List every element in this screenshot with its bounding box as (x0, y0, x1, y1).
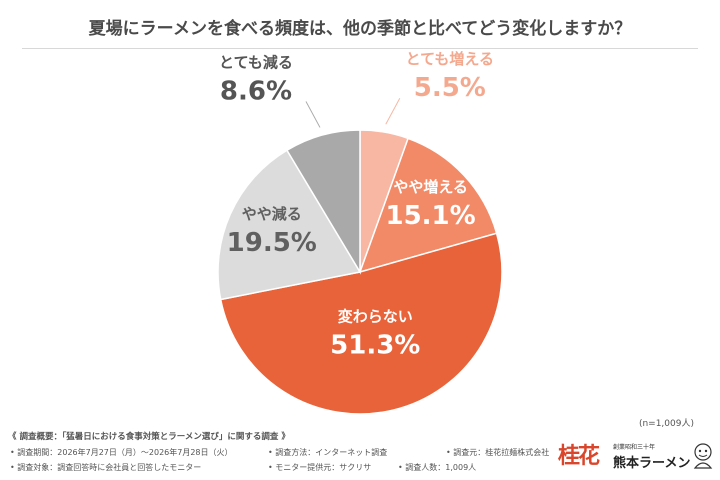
slice-label-変わらない: 変わらない (338, 308, 413, 326)
pie-slice-3 (219, 232, 503, 415)
slice-value-やや減る: 19.5% (227, 228, 317, 258)
chart-title: 夏場にラーメンを食べる頻度は、他の季節と比べてどう変化しますか？ (88, 19, 632, 39)
title-divider (22, 48, 698, 49)
survey-period: • 調査期間：2026年7月27日（月）～2026年7月28日（火） (10, 448, 233, 457)
survey-overview: 《 調査概要：「猛暑日における食事対策とラーメン選び」に関する調査 》 (8, 432, 290, 442)
brand-logo-mark: 桂花 (558, 443, 600, 469)
slice-value-変わらない: 51.3% (330, 331, 420, 361)
slice-value-とても増える: 5.5% (414, 73, 486, 103)
sample-size-note: (n=1,009人) (638, 419, 694, 429)
pie-slice-5 (285, 129, 361, 275)
slice-label-やや増える: やや増える (393, 178, 468, 196)
slice-value-とても減る: 8.6% (220, 76, 292, 106)
survey-provider: • モニター提供元：サクリサ (268, 463, 372, 472)
survey-count: • 調査人数：1,009人 (398, 463, 477, 472)
slice-value-やや増える: 15.1% (385, 201, 475, 231)
brand-tagline: 創業昭和三十年 (613, 444, 656, 451)
survey-target: • 調査対象：調査回答時に会社員と回答したモニター (10, 463, 202, 472)
leader-line-5 (305, 101, 321, 128)
slice-label-やや減る: やや減る (242, 205, 302, 223)
pie-slice-4 (217, 149, 362, 301)
mascot-icon (693, 443, 713, 469)
slice-label-とても増える: とても増える (406, 50, 494, 68)
leader-line-1 (385, 97, 401, 125)
slice-label-とても減る: とても減る (219, 53, 293, 71)
survey-source: • 調査元：桂花拉麺株式会社 (446, 448, 550, 457)
pie-slice-2 (358, 137, 498, 274)
survey-method: • 調査方法：インターネット調査 (268, 448, 388, 457)
brand-name: 熊本ラーメン (613, 456, 691, 471)
